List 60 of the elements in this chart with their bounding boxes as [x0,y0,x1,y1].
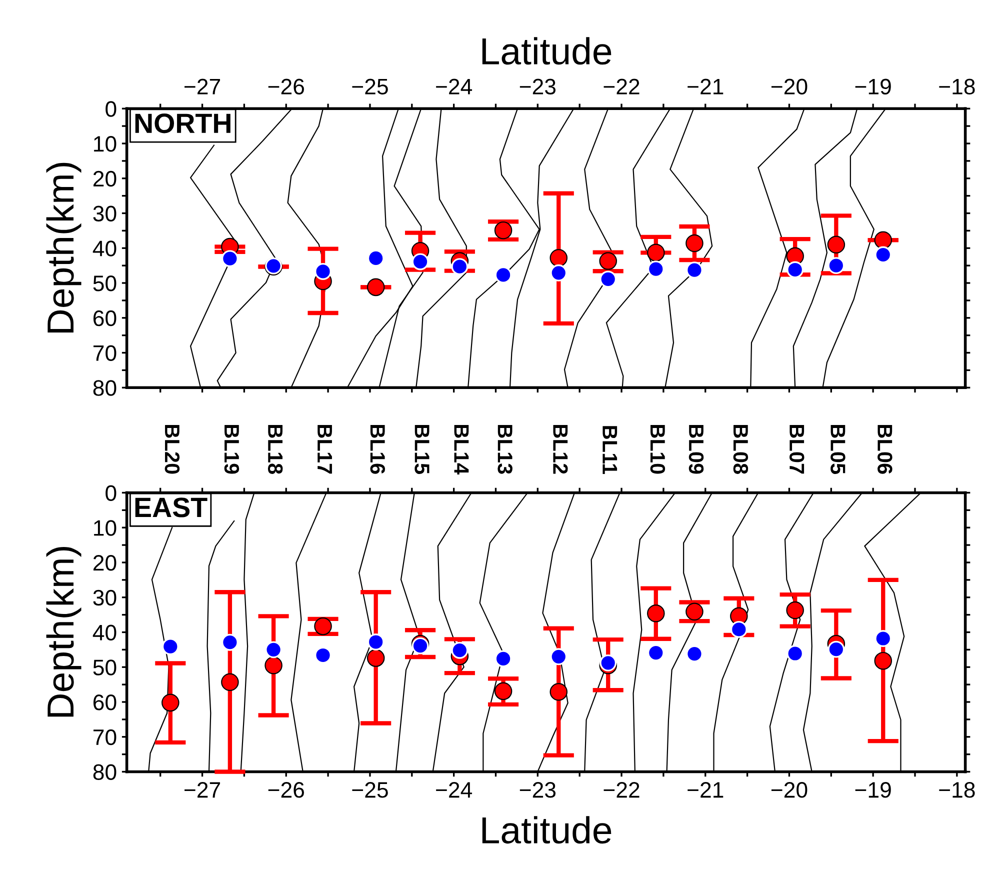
y-tick-label: 0 [106,485,116,501]
text: BL14 [454,425,469,474]
y-tick-label: 80 [93,764,116,780]
text: BL11 [602,426,618,474]
y-tick-label: 20 [93,170,116,187]
x-tick-label: −20 [771,78,808,94]
x-axis-title: Latitude [482,816,612,844]
text: BL06 [878,425,892,474]
text: BL07 [790,425,804,474]
x-tick-label: −18 [939,782,975,798]
y-tick-label: 10 [94,136,116,152]
text: BL09 [688,425,704,474]
y-tick-label: 70 [94,729,116,746]
text: BL17 [318,425,332,474]
y-axis-title: Depth(km) [46,547,82,717]
y-tick-label: 50 [93,660,116,676]
y-tick-label: 70 [94,345,116,362]
y-tick-label: 60 [94,310,116,326]
text: BL15 [414,425,430,474]
text: BL19 [224,425,240,474]
x-tick-label: −25 [352,782,388,798]
y-tick-label: 10 [94,520,116,536]
y-tick-label: 50 [93,276,116,292]
y-axis-title: Depth(km) [46,162,82,333]
x-tick-label: −20 [771,782,808,798]
y-tick-label: 40 [92,240,116,256]
x-tick-label: −26 [268,78,304,94]
y-tick-label: 30 [93,206,116,222]
y-tick-label: 20 [93,555,116,571]
text: BL12 [553,425,568,474]
y-tick-label: 40 [92,624,116,640]
x-tick-label: −22 [604,78,640,94]
text: BL18 [268,425,283,474]
annotation: EAST [135,498,208,518]
x-tick-label: −19 [855,78,891,94]
y-tick-label: 60 [94,694,116,710]
x-tick-label: −27 [184,782,220,798]
x-tick-label: −21 [688,78,724,94]
text: BL13 [498,425,512,474]
y-tick-label: 30 [93,590,116,606]
text: BL05 [830,425,846,474]
x-tick-label: −27 [184,78,220,94]
x-tick-label: −22 [604,782,640,798]
text: BL08 [733,425,748,474]
x-tick-label: −19 [855,782,891,798]
text: BL20 [164,425,180,474]
x-tick-label: −21 [688,782,724,798]
text: BL16 [370,425,385,474]
annotation: NORTH [135,114,230,134]
x-tick-label: −26 [268,782,304,798]
x-tick-label: −25 [352,78,388,94]
y-tick-label: 80 [93,380,116,396]
x-tick-label: −23 [520,782,556,798]
text: BL10 [650,425,666,474]
x-tick-label: −24 [436,78,472,94]
x-tick-label: −18 [939,78,975,94]
x-tick-label: −24 [436,782,472,798]
x-tick-label: −23 [520,78,556,94]
x-axis-title: Latitude [482,37,612,65]
y-tick-label: 0 [106,101,116,117]
